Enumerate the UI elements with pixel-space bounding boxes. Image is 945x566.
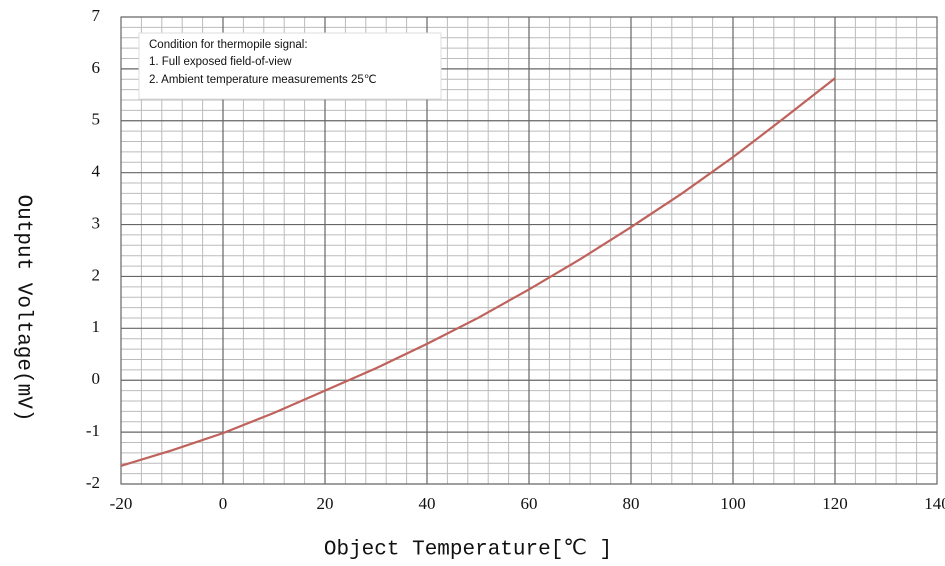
- annotation: 2. Ambient temperature measurements 25℃: [149, 74, 377, 86]
- annotation-box: [138, 32, 442, 100]
- x-tick-label: -20: [110, 494, 133, 513]
- x-tick-label: 120: [822, 494, 848, 513]
- x-axis-label: Object Temperature[℃ ]: [324, 539, 612, 562]
- annotation: 1. Full exposed field-of-view: [149, 56, 292, 68]
- y-axis-label: Output Voltage(mV): [11, 195, 34, 422]
- y-tick-label: -1: [86, 421, 100, 440]
- y-tick-label: 6: [92, 58, 101, 77]
- y-tick-label: 2: [92, 265, 101, 284]
- annotation: Condition for thermopile signal:: [149, 39, 308, 51]
- y-tick-label: 7: [92, 6, 101, 25]
- x-tick-label: 140: [924, 494, 945, 513]
- y-tick-label: -2: [86, 473, 100, 492]
- y-tick-label: 5: [92, 110, 101, 129]
- y-tick-label: 4: [92, 162, 101, 181]
- line: [120, 77, 836, 467]
- x-tick-label: 60: [521, 494, 538, 513]
- y-tick-label: 1: [92, 317, 101, 336]
- y-tick-label: 0: [92, 369, 101, 388]
- x-tick-label: 40: [419, 494, 436, 513]
- x-tick-label: 0: [219, 494, 228, 513]
- x-tick-label: 20: [317, 494, 334, 513]
- x-tick-label: 100: [720, 494, 746, 513]
- x-tick-label: 80: [623, 494, 640, 513]
- y-tick-label: 3: [92, 213, 101, 232]
